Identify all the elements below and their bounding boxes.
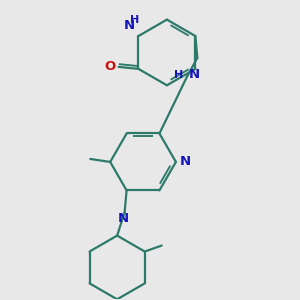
Text: N: N	[180, 155, 191, 168]
Text: H: H	[174, 70, 183, 80]
Text: O: O	[104, 60, 116, 74]
Text: N: N	[118, 212, 129, 225]
Text: N: N	[188, 68, 200, 81]
Text: N: N	[123, 19, 134, 32]
Text: H: H	[130, 15, 139, 25]
